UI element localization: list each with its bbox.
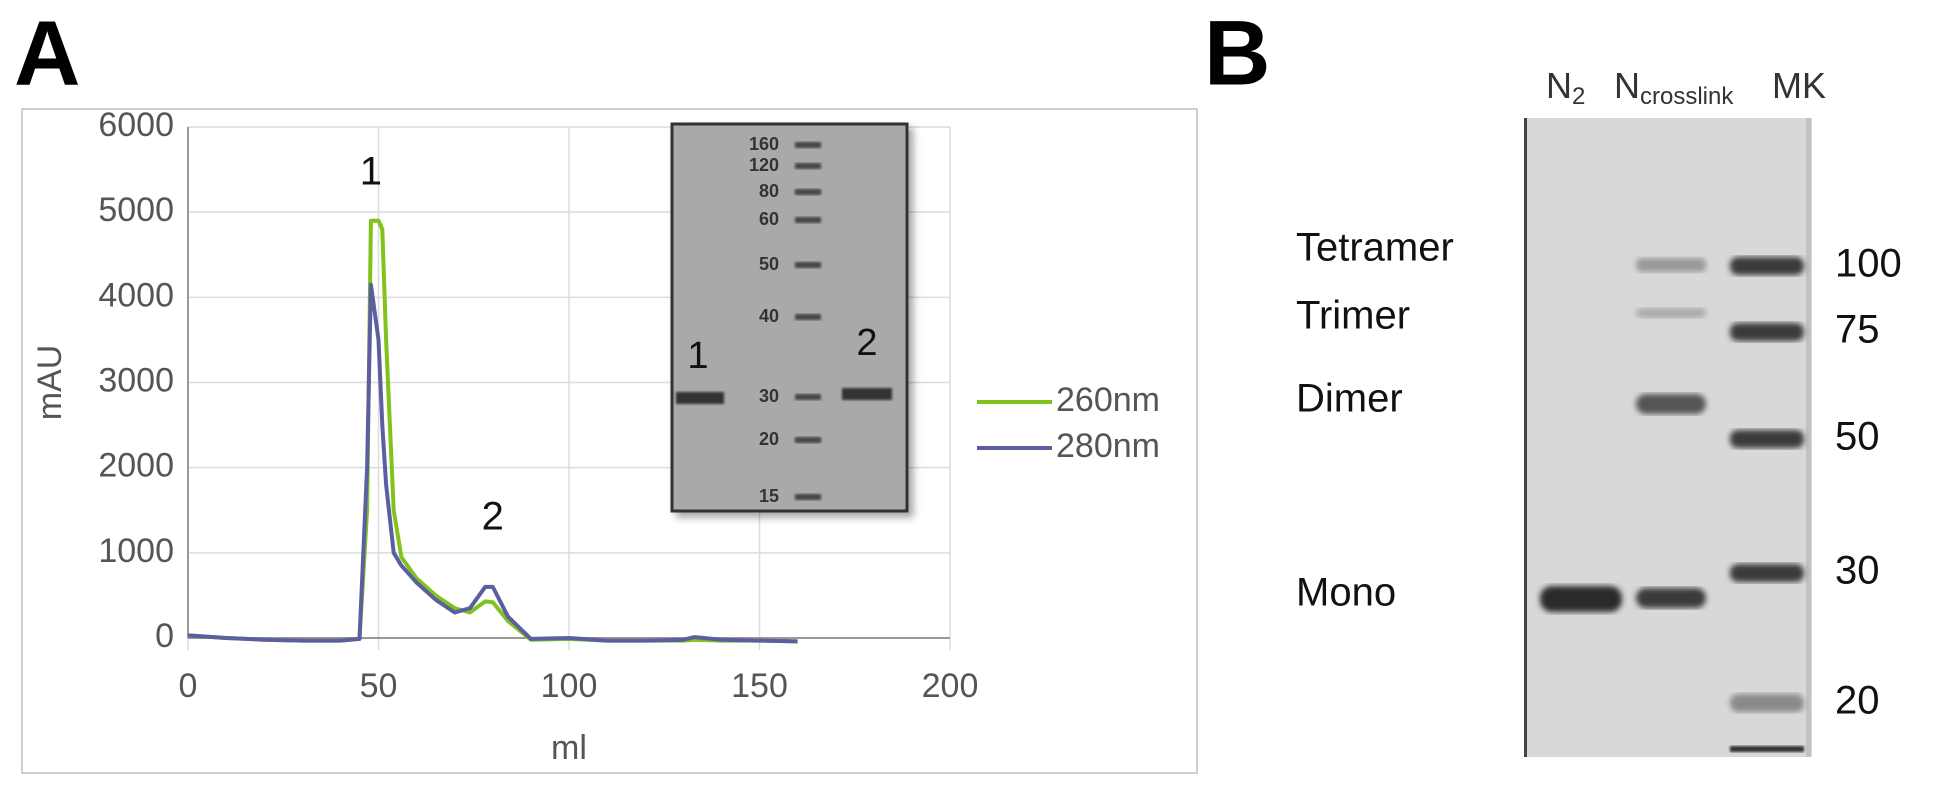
panel-label: A — [14, 2, 80, 104]
gel-marker-label: 160 — [749, 134, 779, 154]
gel-band — [795, 163, 821, 169]
lane-header: MK — [1772, 65, 1826, 106]
gel-marker-label: 50 — [759, 254, 779, 274]
panel-label: B — [1204, 2, 1270, 104]
y-axis-label: mAU — [31, 345, 69, 421]
marker-label: 75 — [1835, 308, 1880, 352]
marker-label: 50 — [1835, 415, 1880, 459]
gel-lane-label: 2 — [856, 322, 877, 364]
chart-frame — [21, 108, 1198, 774]
gel-band — [1730, 257, 1804, 275]
legend-label: 280nm — [1056, 427, 1160, 465]
y-tick-label: 2000 — [98, 447, 174, 485]
gel-band — [676, 392, 724, 404]
band-label: Mono — [1296, 571, 1396, 615]
legend-label: 260nm — [1056, 381, 1160, 419]
marker-label: 30 — [1835, 549, 1880, 593]
y-tick-label: 6000 — [98, 106, 174, 144]
peak-annotation: 2 — [482, 494, 504, 538]
gel-band — [1730, 694, 1804, 712]
gel-marker-label: 40 — [759, 306, 779, 326]
gel-band — [1636, 308, 1706, 318]
gel-band — [1730, 430, 1804, 448]
gel-band — [795, 142, 821, 148]
y-tick-label: 0 — [155, 617, 174, 655]
gel-band — [795, 189, 821, 195]
x-tick-label: 50 — [360, 667, 398, 705]
x-tick-label: 200 — [922, 667, 979, 705]
gel-lane-label: 1 — [687, 335, 708, 377]
y-tick-label: 5000 — [98, 191, 174, 229]
peak-annotation: 1 — [360, 149, 382, 193]
gel-marker-label: 30 — [759, 386, 779, 406]
lane-header-main: N — [1614, 65, 1640, 106]
gel-band — [795, 262, 821, 268]
gel-band — [842, 388, 892, 400]
x-tick-label: 0 — [179, 667, 198, 705]
gel-b: N2 Ncrosslink MKTetramerTrimerDimerMono100… — [1296, 65, 1902, 757]
lane-header-main: N — [1546, 65, 1572, 106]
lane-header: Ncrosslink — [1614, 65, 1734, 111]
gel-band — [1730, 564, 1804, 582]
gel-band — [1540, 586, 1622, 612]
lane-header-sub: 2 — [1572, 83, 1585, 110]
x-tick-label: 150 — [731, 667, 788, 705]
y-tick-label: 4000 — [98, 276, 174, 314]
gel-band — [795, 394, 821, 400]
gel-band — [795, 217, 821, 223]
band-label: Dimer — [1296, 377, 1403, 421]
gel-band — [1636, 394, 1706, 414]
gel-marker-label: 15 — [759, 486, 779, 506]
gel-edge — [1806, 118, 1811, 757]
lane-header-main: MK — [1772, 65, 1826, 106]
y-tick-label: 3000 — [98, 361, 174, 399]
gel-marker-label: 60 — [759, 209, 779, 229]
gel-band — [1636, 588, 1706, 608]
marker-label: 100 — [1835, 242, 1902, 286]
gel-edge — [1524, 118, 1527, 757]
lane-header: N2 — [1546, 65, 1585, 111]
data-line — [187, 282, 798, 644]
x-tick-label: 100 — [541, 667, 598, 705]
gel-band — [1636, 258, 1706, 272]
inset-gel-image — [670, 122, 909, 513]
gel-band — [1730, 746, 1804, 752]
marker-label: 20 — [1835, 679, 1880, 723]
lane-header-sub: crosslink — [1640, 83, 1734, 110]
gel-band — [795, 314, 821, 320]
gel-band — [1730, 323, 1804, 341]
gel-marker-label: 80 — [759, 181, 779, 201]
gel-band — [795, 494, 821, 500]
x-axis-label: ml — [551, 729, 587, 767]
band-label: Trimer — [1296, 294, 1410, 338]
y-tick-label: 1000 — [98, 532, 174, 570]
gel-band — [795, 437, 821, 443]
gel-marker-label: 120 — [749, 155, 779, 175]
band-label: Tetramer — [1296, 226, 1454, 270]
gel-marker-label: 20 — [759, 429, 779, 449]
